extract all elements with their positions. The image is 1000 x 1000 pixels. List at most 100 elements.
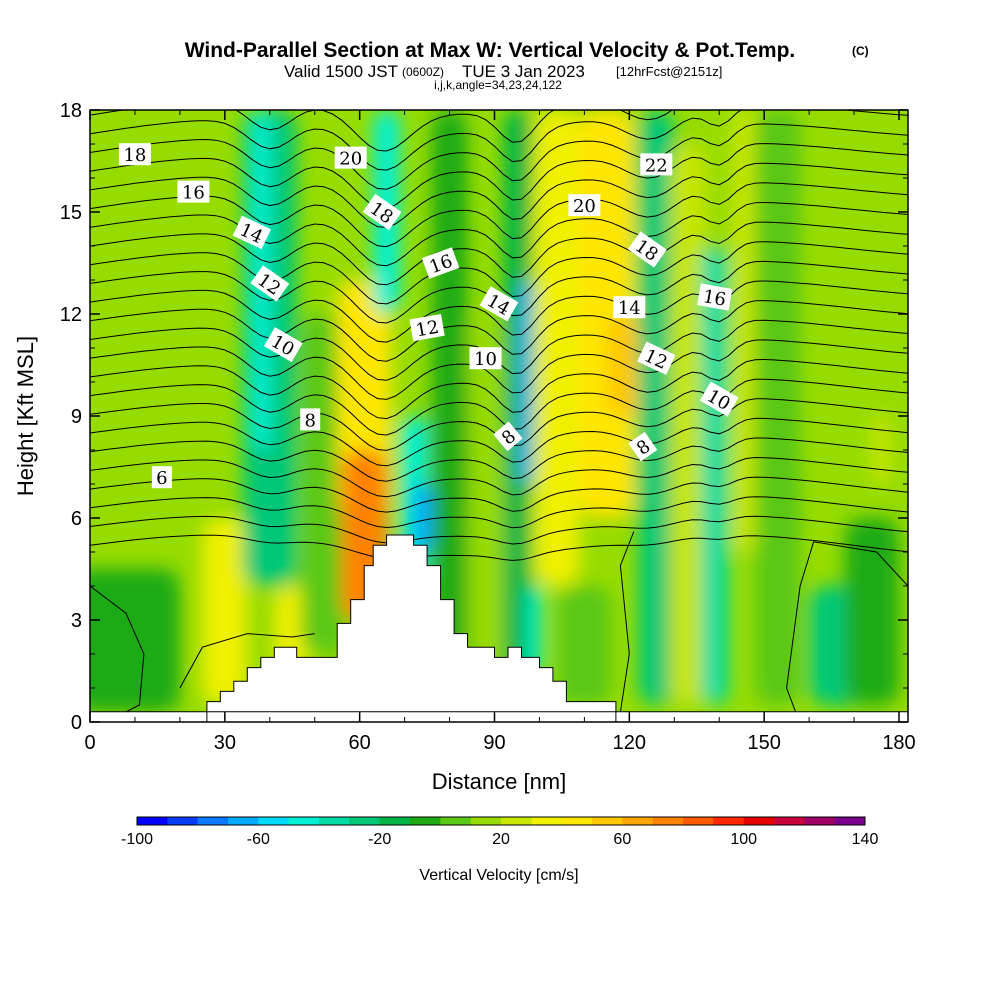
colorbar-tick-label: 140 (852, 831, 879, 848)
theta-contour (90, 201, 908, 267)
x-tick-label: 0 (84, 732, 95, 754)
velocity-cell (534, 110, 580, 586)
colorbar-segment (834, 817, 866, 825)
velocity-cell (845, 518, 900, 705)
colorbar-segment (410, 817, 441, 825)
contour-label-text: 18 (123, 145, 146, 166)
colorbar-segment (743, 817, 775, 825)
forecast-info: [12hrFcst@2151z] (616, 64, 722, 79)
velocity-cell (528, 586, 542, 671)
colorbar-segment (167, 817, 198, 825)
colorbar-frame (136, 816, 866, 826)
velocity-cell (301, 314, 347, 654)
theta-contour (90, 339, 908, 400)
contour-label: 8 (300, 408, 321, 431)
contour-label-box (177, 180, 210, 203)
x-axis-label: Distance [nm] (432, 769, 567, 794)
theta-contour (90, 585, 145, 713)
valid-time-prefix: Valid 1500 JST (284, 62, 398, 81)
theta-contour (786, 541, 908, 712)
theta-contour (90, 358, 908, 420)
theta-contour (90, 417, 908, 467)
y-tick-label: 15 (60, 202, 82, 224)
contour-label-box (613, 296, 646, 319)
y-tick-label: 9 (71, 406, 82, 428)
utc-time: (0600Z) (402, 65, 444, 79)
contour-label-text: 16 (182, 183, 205, 204)
contour-label: 12 (250, 265, 290, 302)
contour-label-box (568, 194, 601, 217)
colorbar-segment (349, 817, 380, 825)
contour-label-box (637, 341, 676, 375)
valid-date: TUE 3 Jan 2023 (462, 62, 585, 81)
y-tick-label: 12 (60, 304, 82, 326)
colorbar-segment (683, 817, 714, 825)
y-axis-ticks: 0 3 6 9 12 15 18 (60, 100, 908, 734)
contour-label-text: 20 (339, 149, 362, 170)
contour-label-box (421, 247, 460, 279)
theta-contour (90, 496, 908, 529)
vertical-velocity-field (90, 110, 900, 712)
theta-contour (90, 221, 908, 286)
contour-label-box (118, 143, 151, 166)
contour-label-text: 8 (304, 410, 315, 431)
x-tick-label: 180 (882, 732, 915, 754)
colorbar-segment (197, 817, 229, 825)
contour-label-box (334, 146, 367, 169)
theta-contour (90, 300, 908, 362)
colorbar-segment (319, 817, 350, 825)
x-tick-label: 120 (613, 732, 646, 754)
colorbar-segment (228, 817, 259, 825)
colorbar-tick-label: 60 (613, 831, 631, 848)
colorbar-segment (713, 817, 744, 825)
velocity-cell (413, 484, 432, 552)
velocity-cell (90, 569, 180, 712)
terrain-mask (90, 534, 908, 722)
x-tick-label: 30 (214, 732, 236, 754)
theta-contour (619, 531, 635, 712)
colorbar-segment (622, 817, 653, 825)
copyright-mark: (C) (852, 44, 869, 58)
velocity-cell (755, 110, 801, 705)
colorbar-segment (501, 817, 532, 825)
colorbar-segment (440, 817, 471, 825)
contour-label: 20 (334, 146, 367, 170)
contour-label: 8 (628, 431, 658, 462)
contour-label-text: 22 (645, 155, 668, 176)
contour-label: 6 (151, 466, 172, 489)
colorbar-tick-label: 20 (492, 831, 510, 848)
theta-contour (90, 110, 673, 152)
x-tick-label: 150 (747, 732, 780, 754)
y-tick-label: 18 (60, 100, 82, 122)
contour-label-box (697, 283, 733, 311)
contour-label: 18 (118, 143, 151, 166)
colorbar-segment (531, 817, 562, 825)
contour-label: 16 (697, 283, 733, 311)
x-axis-ticks: 0 30 60 90 120 150 180 (84, 110, 916, 754)
y-tick-label: 3 (71, 610, 82, 632)
contour-label-box (300, 408, 321, 431)
theta-contour (90, 110, 908, 171)
contour-label-text: 12 (414, 317, 440, 342)
contour-label-box (263, 327, 303, 363)
velocity-cell (202, 518, 248, 705)
colorbar-segment (137, 817, 168, 825)
colorbar-tick-label: 100 (730, 831, 757, 848)
theta-contour (90, 143, 908, 209)
contour-label: 22 (640, 153, 673, 176)
colorbar-segment (804, 817, 835, 825)
colorbar-segment (379, 817, 411, 825)
colorbar-tick-label: -60 (247, 831, 270, 848)
theta-contour (90, 456, 908, 498)
velocity-cell (638, 110, 675, 705)
contour-label-text: 20 (573, 196, 596, 217)
contour-label: 16 (177, 180, 210, 204)
contour-label-text: 10 (474, 349, 497, 370)
velocity-cell (519, 280, 533, 484)
contour-label-box (362, 193, 402, 231)
colorbar-segment (470, 817, 502, 825)
contour-label-box (469, 347, 502, 370)
theta-contour (90, 241, 908, 305)
contour-label-text: 6 (156, 468, 167, 489)
